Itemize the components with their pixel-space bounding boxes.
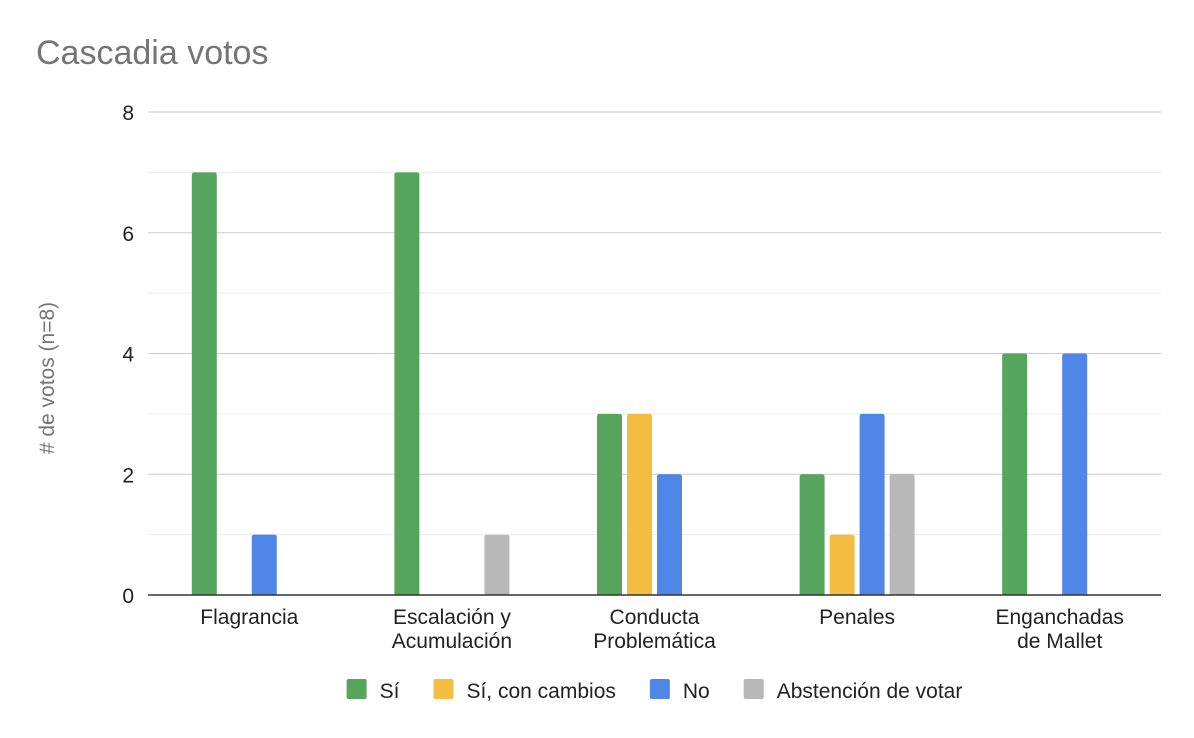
legend-swatch bbox=[649, 679, 670, 699]
y-tick-label: 6 bbox=[122, 223, 134, 246]
legend: Sí Sí, con cambios No Abstención de votar bbox=[346, 679, 963, 703]
legend-item: Sí bbox=[346, 679, 400, 703]
bar bbox=[1002, 353, 1028, 595]
legend-swatch bbox=[433, 679, 454, 699]
bar bbox=[191, 172, 217, 595]
bar bbox=[829, 534, 855, 595]
bar bbox=[859, 413, 885, 595]
legend-swatch bbox=[346, 679, 367, 699]
chart-title: Cascadia votos bbox=[36, 34, 268, 72]
legend-label: Abstención de votar bbox=[777, 680, 963, 703]
bar bbox=[889, 474, 915, 595]
y-tick-label: 4 bbox=[122, 344, 134, 367]
y-tick-label: 8 bbox=[122, 102, 134, 125]
bar bbox=[394, 172, 420, 595]
x-category-label: Conducta bbox=[610, 606, 700, 629]
legend-label: Sí bbox=[380, 680, 400, 703]
bar bbox=[799, 474, 825, 595]
x-category-label: Enganchadas bbox=[995, 606, 1123, 629]
gridlines bbox=[148, 111, 1161, 536]
y-tick-label: 2 bbox=[122, 464, 134, 487]
legend-item: Abstención de votar bbox=[743, 679, 963, 703]
bar bbox=[484, 534, 510, 595]
x-category-label: Acumulación bbox=[392, 630, 512, 653]
bar bbox=[597, 413, 622, 595]
x-category-label: Penales bbox=[819, 606, 895, 629]
y-tick-label: 0 bbox=[122, 585, 134, 608]
y-tick-labels: 0 2 4 6 8 bbox=[122, 102, 134, 608]
bar bbox=[251, 534, 277, 595]
legend-item: No bbox=[649, 679, 710, 703]
legend-item: Sí, con cambios bbox=[433, 679, 616, 703]
x-category-label: de Mallet bbox=[1017, 630, 1102, 653]
bar bbox=[1062, 353, 1088, 595]
x-category-label: Escalación y bbox=[393, 606, 511, 629]
legend-label: No bbox=[683, 680, 710, 703]
x-category-label: Problemática bbox=[593, 630, 716, 653]
x-category-label: Flagrancia bbox=[200, 606, 298, 629]
bars bbox=[191, 172, 1088, 595]
legend-swatch bbox=[743, 679, 764, 699]
bar bbox=[657, 474, 682, 595]
bar bbox=[627, 413, 652, 595]
legend-label: Sí, con cambios bbox=[466, 680, 615, 703]
y-axis-label: # de votos (n=8) bbox=[36, 302, 59, 454]
